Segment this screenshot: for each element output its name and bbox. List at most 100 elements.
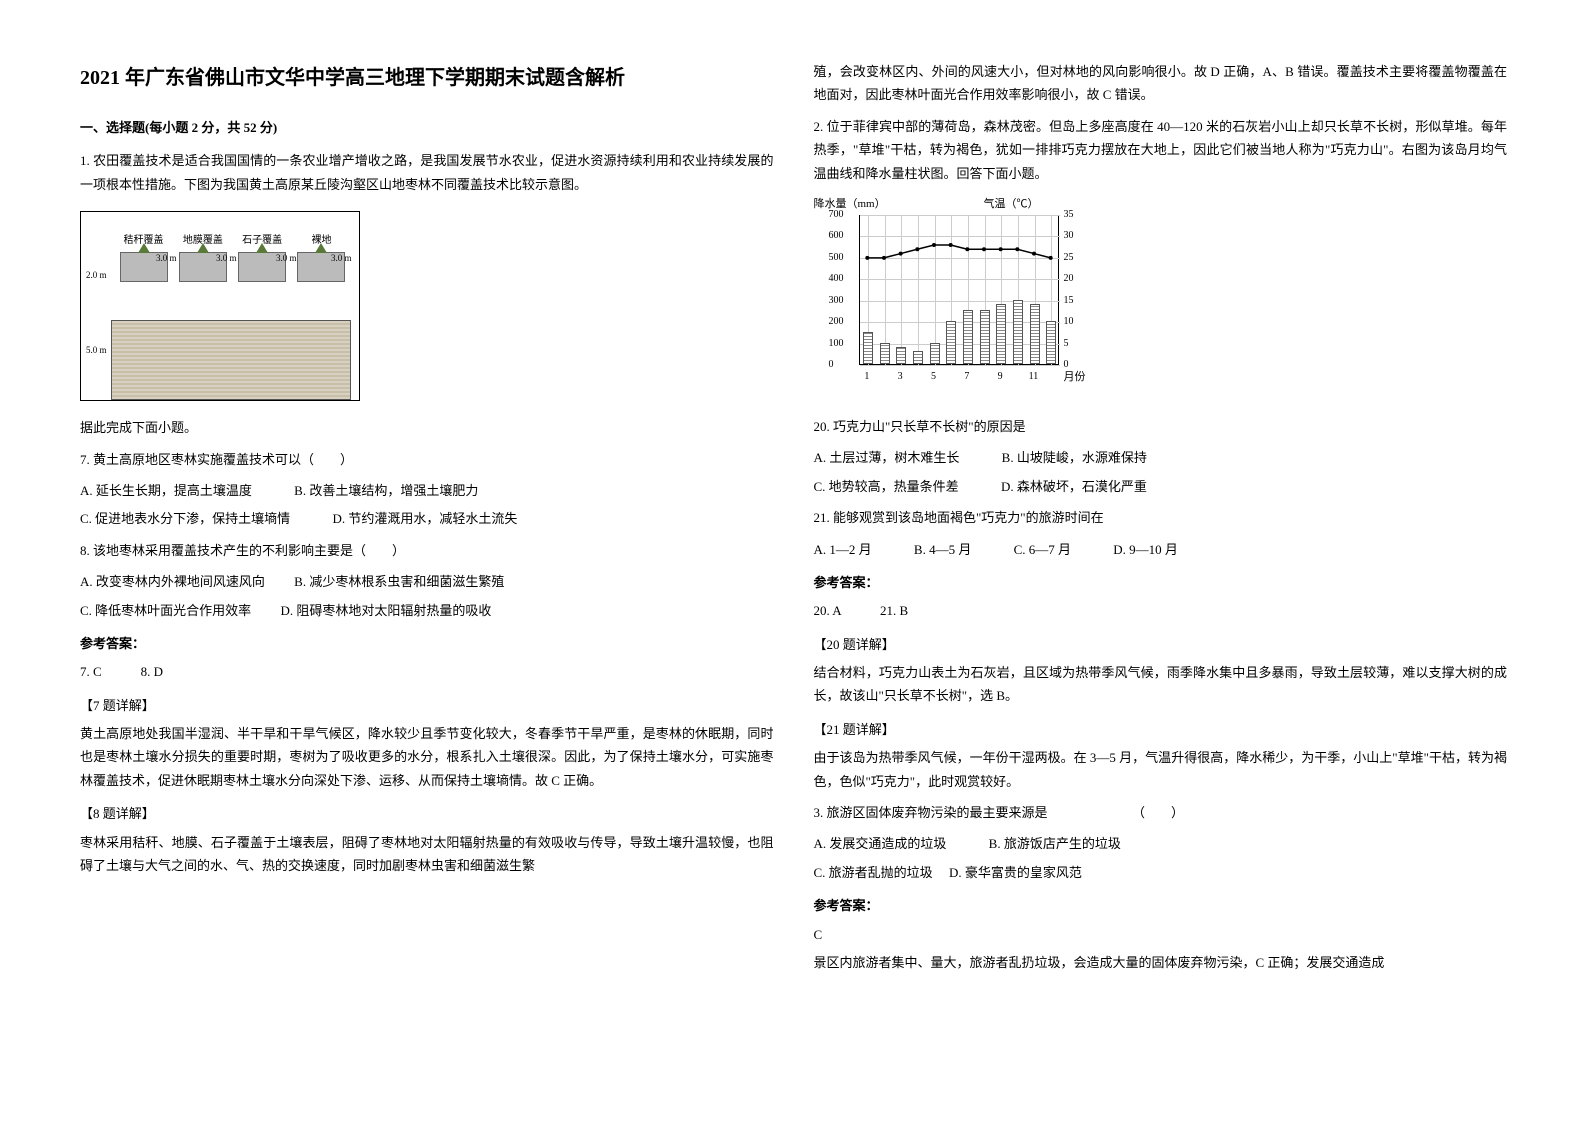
q21-option-d: D. 9—10 月 xyxy=(1113,542,1178,557)
y-right-tick: 10 xyxy=(1064,313,1074,331)
y-right-tick: 20 xyxy=(1064,270,1074,288)
q8-option-d: D. 阻碍枣林地对太阳辐射热量的吸收 xyxy=(280,603,491,618)
q21-explain-label: 【21 题详解】 xyxy=(814,718,1508,741)
q21-explain: 由于该岛为热带季风气候，一年份干湿两极。在 3—5 月，气温升得很高，降水稀少，… xyxy=(814,746,1508,793)
page-title: 2021 年广东省佛山市文华中学高三地理下学期期末试题含解析 xyxy=(80,60,774,96)
question-21: 21. 能够观赏到该岛地面褐色"巧克力"的旅游时间在 xyxy=(814,506,1508,529)
precip-bar xyxy=(963,310,973,364)
dimension-label: 5.0 m xyxy=(86,342,107,358)
y-left-tick: 100 xyxy=(829,335,844,353)
figure-1: 秸秆覆盖 地膜覆盖 石子覆盖 裸地 xyxy=(80,211,360,401)
y-left-tick: 500 xyxy=(829,249,844,267)
q8-options-cd: C. 降低枣林叶面光合作用效率 D. 阻碍枣林地对太阳辐射热量的吸收 xyxy=(80,599,774,622)
x-tick: 11 xyxy=(1029,368,1039,386)
q3-options-cd: C. 旅游者乱抛的垃圾 D. 豪华富贵的皇家风范 xyxy=(814,861,1508,884)
y-left-tick: 400 xyxy=(829,270,844,288)
y-left-tick: 200 xyxy=(829,313,844,331)
q20-explain: 结合材料，巧克力山表土为石灰岩，且区域为热带季风气候，雨季降水集中且多暴雨，导致… xyxy=(814,661,1508,708)
q3-option-c: C. 旅游者乱抛的垃圾 xyxy=(814,865,933,880)
q8-explain: 枣林采用秸秆、地膜、石子覆盖于土壤表层，阻碍了枣林地对太阳辐射热量的有效吸收与传… xyxy=(80,831,774,878)
q3-explain: 景区内旅游者集中、量大，旅游者乱扔垃圾，会造成大量的固体废弃物污染，C 正确；发… xyxy=(814,951,1508,974)
precip-bar xyxy=(863,332,873,364)
q3-option-a: A. 发展交通造成的垃圾 xyxy=(814,836,947,851)
chart-area xyxy=(859,215,1059,365)
y-left-label: 降水量（mm） xyxy=(814,195,886,215)
y-right-label: 气温（℃） xyxy=(984,195,1039,215)
q8-option-b: B. 减少枣林根系虫害和细菌滋生繁殖 xyxy=(294,574,504,589)
x-tick: 1 xyxy=(864,368,869,386)
q7-option-c: C. 促进地表水分下渗，保持土壤墒情 xyxy=(80,511,290,526)
question-7: 7. 黄土高原地区枣林实施覆盖技术可以（ ） xyxy=(80,448,774,471)
precip-bar xyxy=(896,347,906,364)
figure-1-container: 秸秆覆盖 地膜覆盖 石子覆盖 裸地 xyxy=(80,211,774,401)
question-20: 20. 巧克力山"只长草不长树"的原因是 xyxy=(814,415,1508,438)
soil-block xyxy=(111,320,351,400)
figure-2: 降水量（mm） 气温（℃） 月份 00100520010300154002050… xyxy=(814,200,1094,400)
q78-answer: 7. C 8. D xyxy=(80,660,774,683)
q3-option-d: D. 豪华富贵的皇家风范 xyxy=(949,865,1082,880)
answer-label: 参考答案： xyxy=(80,632,774,655)
x-tick: 9 xyxy=(998,368,1003,386)
dimension-label: 3.0 m xyxy=(216,250,237,266)
q20-explain-label: 【20 题详解】 xyxy=(814,633,1508,656)
y-left-tick: 600 xyxy=(829,227,844,245)
dimension-label: 3.0 m xyxy=(276,250,297,266)
dimension-label: 3.0 m xyxy=(331,250,352,266)
q7-explain-label: 【7 题详解】 xyxy=(80,694,774,717)
precip-bar xyxy=(913,351,923,364)
q7-option-d: D. 节约灌溉用水，减轻水土流失 xyxy=(332,511,517,526)
section-header: 一、选择题(每小题 2 分，共 52 分) xyxy=(80,116,774,139)
q7-option-b: B. 改善土壤结构，增强土壤肥力 xyxy=(294,483,478,498)
q3-answer: C xyxy=(814,923,1508,946)
q20-option-b: B. 山坡陡峻，水源难保持 xyxy=(1002,450,1147,465)
y-right-tick: 0 xyxy=(1064,356,1069,374)
dimension-label: 2.0 m xyxy=(86,267,107,283)
dimension-label: 3.0 m xyxy=(156,250,177,266)
q8-option-c: C. 降低枣林叶面光合作用效率 xyxy=(80,603,251,618)
precip-bar xyxy=(1030,304,1040,364)
y-right-tick: 25 xyxy=(1064,249,1074,267)
q3-options-ab: A. 发展交通造成的垃圾 B. 旅游饭店产生的垃圾 xyxy=(814,832,1508,855)
y-right-tick: 15 xyxy=(1064,292,1074,310)
answer-label: 参考答案： xyxy=(814,571,1508,594)
x-tick: 5 xyxy=(931,368,936,386)
q21-option-c: C. 6—7 月 xyxy=(1014,542,1071,557)
y-right-tick: 5 xyxy=(1064,335,1069,353)
q21-option-b: B. 4—5 月 xyxy=(914,542,971,557)
q7-option-a: A. 延长生长期，提高土壤温度 xyxy=(80,483,252,498)
precip-bar xyxy=(1013,300,1023,364)
y-right-tick: 35 xyxy=(1064,206,1074,224)
y-right-tick: 30 xyxy=(1064,227,1074,245)
q7-options-ab: A. 延长生长期，提高土壤温度 B. 改善土壤结构，增强土壤肥力 xyxy=(80,479,774,502)
q21-options: A. 1—2 月 B. 4—5 月 C. 6—7 月 D. 9—10 月 xyxy=(814,538,1508,561)
q3-option-b: B. 旅游饭店产生的垃圾 xyxy=(989,836,1121,851)
y-left-tick: 300 xyxy=(829,292,844,310)
precip-bar xyxy=(880,343,890,364)
q20-options-ab: A. 土层过薄，树木难生长 B. 山坡陡峻，水源难保持 xyxy=(814,446,1508,469)
precip-bar xyxy=(996,304,1006,364)
q8-option-a: A. 改变枣林内外裸地间风速风向 xyxy=(80,574,265,589)
precip-bar xyxy=(1046,321,1056,364)
q8-explain-label: 【8 题详解】 xyxy=(80,802,774,825)
q20-options-cd: C. 地势较高，热量条件差 D. 森林破坏，石漠化严重 xyxy=(814,475,1508,498)
precip-bar xyxy=(946,321,956,364)
q8-options-ab: A. 改变枣林内外裸地间风速风向 B. 减少枣林根系虫害和细菌滋生繁殖 xyxy=(80,570,774,593)
q20-option-a: A. 土层过薄，树木难生长 xyxy=(814,450,960,465)
left-column: 2021 年广东省佛山市文华中学高三地理下学期期末试题含解析 一、选择题(每小题… xyxy=(80,60,774,982)
q7-explain: 黄土高原地处我国半湿润、半干旱和干旱气候区，降水较少且季节变化较大，冬春季节干旱… xyxy=(80,722,774,792)
precip-bar xyxy=(980,310,990,364)
question-3: 3. 旅游区固体废弃物污染的最主要来源是 （ ） xyxy=(814,801,1508,824)
col2-continuation: 殖，会改变林区内、外间的风速大小，但对林地的风向影响很小。故 D 正确，A、B … xyxy=(814,60,1508,107)
question-8: 8. 该地枣林采用覆盖技术产生的不利影响主要是（ ） xyxy=(80,539,774,562)
q21-option-a: A. 1—2 月 xyxy=(814,542,872,557)
x-tick: 7 xyxy=(964,368,969,386)
y-left-tick: 700 xyxy=(829,206,844,224)
q2021-answer: 20. A 21. B xyxy=(814,599,1508,622)
precip-bar xyxy=(930,343,940,364)
y-left-tick: 0 xyxy=(829,356,834,374)
question-1-intro: 1. 农田覆盖技术是适合我国国情的一条农业增产增收之路，是我国发展节水农业，促进… xyxy=(80,149,774,196)
x-tick: 3 xyxy=(898,368,903,386)
q7-options-cd: C. 促进地表水分下渗，保持土壤墒情 D. 节约灌溉用水，减轻水土流失 xyxy=(80,507,774,530)
q20-option-c: C. 地势较高，热量条件差 xyxy=(814,479,959,494)
figure-2-container: 降水量（mm） 气温（℃） 月份 00100520010300154002050… xyxy=(814,200,1508,400)
